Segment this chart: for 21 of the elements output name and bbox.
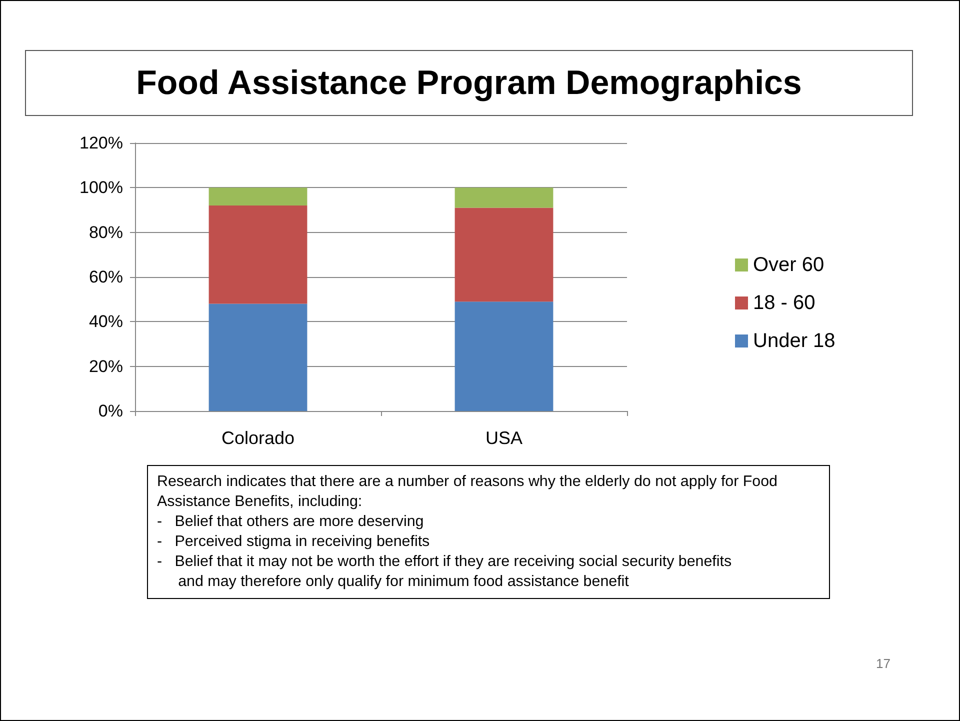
text: Research indicates that there are a number of reasons why the elderly do not apply for Food Assistance Benefits, including: - Belief that others are more deserving - Perceived stigma in receiving benefits - Belief that it may not be worth the effort if they are receiving social security benefits and may therefore only qualify for minimum food assistance benefit xyxy=(147,465,830,599)
legend-label: Under 18 xyxy=(753,330,836,352)
text: 17 xyxy=(876,656,890,671)
y-tick-label: 40% xyxy=(88,312,123,332)
bar xyxy=(454,188,554,208)
y-tick-label: 60% xyxy=(88,268,123,286)
bar xyxy=(454,302,554,411)
y-tick-label: 0% xyxy=(98,402,123,420)
y-tick-label: 120% xyxy=(80,134,123,152)
bar xyxy=(208,206,308,304)
bar xyxy=(208,304,308,411)
legend-label: 18 - 60 xyxy=(753,292,816,314)
y-tick-label: 20% xyxy=(88,356,123,376)
x-tick-label: Colorado xyxy=(221,428,295,448)
y-tick-label: 80% xyxy=(88,222,123,242)
y-tick-label: 100% xyxy=(80,178,123,198)
legend-label: Over 60 xyxy=(753,254,824,276)
x-tick-label: USA xyxy=(485,428,523,448)
bar xyxy=(454,208,554,302)
chart-title: Food Assistance Program Demographics xyxy=(25,50,913,116)
bar xyxy=(208,188,308,206)
